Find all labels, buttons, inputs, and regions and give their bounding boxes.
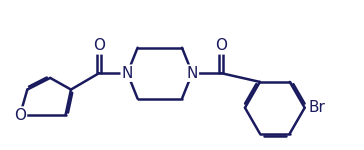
Text: O: O <box>14 108 26 123</box>
Text: Br: Br <box>308 100 325 115</box>
Text: N: N <box>122 66 133 81</box>
Text: N: N <box>186 66 198 81</box>
Text: O: O <box>93 38 105 53</box>
Text: O: O <box>215 38 227 53</box>
